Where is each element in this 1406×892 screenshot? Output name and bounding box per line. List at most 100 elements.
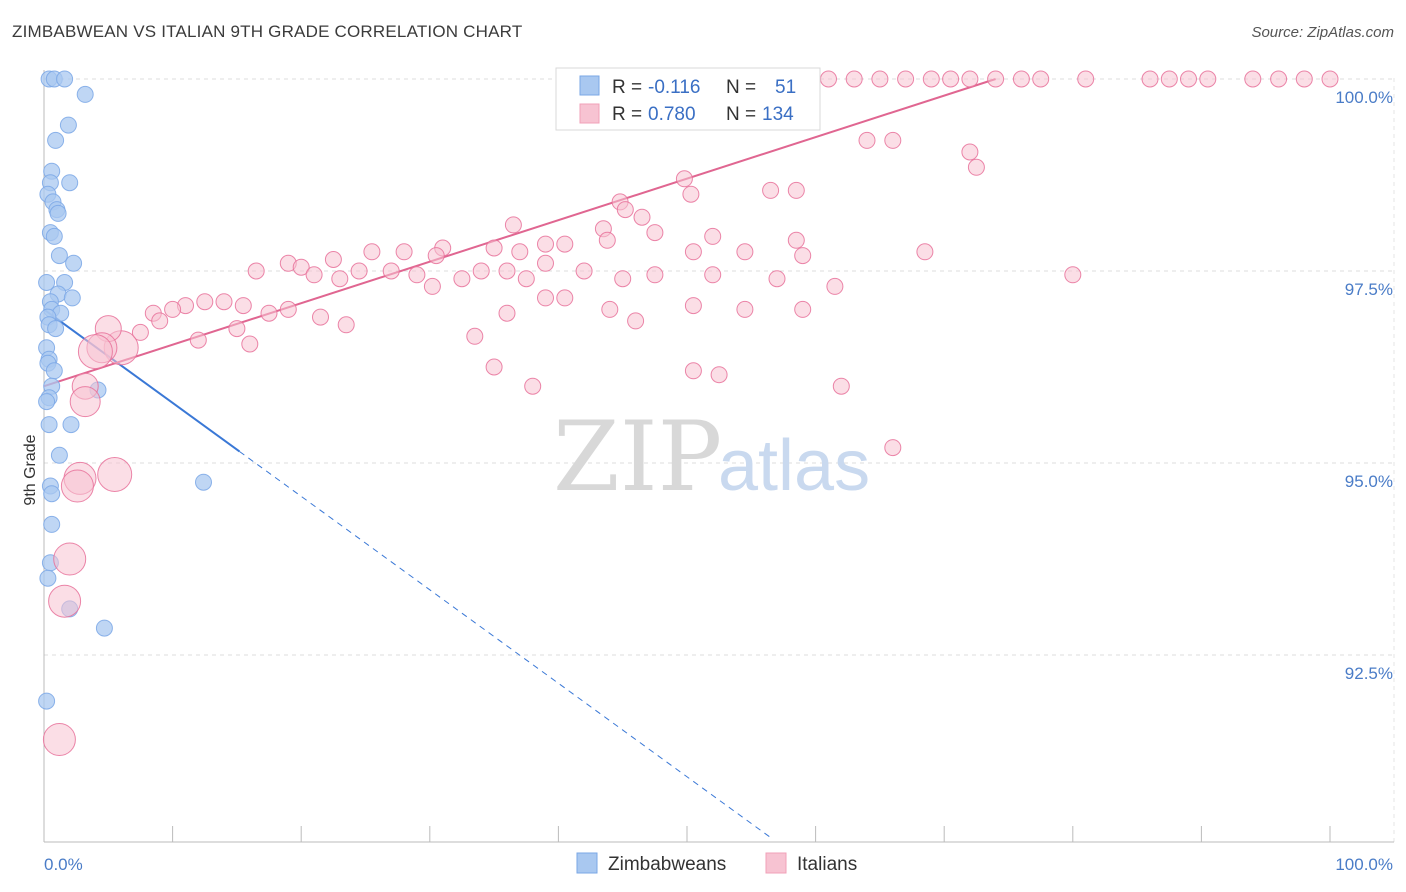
data-point (1141, 70, 1159, 88)
data-point (517, 270, 535, 288)
data-point (331, 270, 349, 288)
data-point (337, 316, 355, 334)
data-point (164, 300, 182, 318)
data-point (961, 70, 979, 88)
data-point (61, 174, 79, 192)
data-point (69, 386, 101, 418)
data-point (537, 235, 554, 253)
data-point (884, 439, 902, 457)
data-point (787, 231, 805, 249)
watermark-atlas: atlas (718, 426, 870, 506)
data-point (363, 243, 381, 261)
data-point (633, 208, 651, 226)
data-point (710, 366, 728, 384)
source-credit: Source: ZipAtlas.com (1251, 24, 1394, 41)
data-point (820, 70, 837, 88)
legend-r-label: R = (612, 77, 642, 98)
data-point (382, 262, 400, 280)
data-point (537, 289, 554, 307)
data-point (95, 619, 113, 637)
bottom-legend-swatch-italians (765, 852, 787, 874)
top-legend: R = -0.116 N = 51 R = 0.780 N = 134 (555, 67, 821, 131)
data-point (50, 446, 68, 464)
data-point (922, 70, 940, 88)
bottom-legend: Zimbabweans Italians (576, 852, 857, 875)
y-axis-label: 9th Grade (22, 434, 39, 505)
data-point (967, 158, 985, 176)
data-point (1032, 70, 1050, 88)
data-point (38, 393, 56, 411)
data-point (260, 304, 278, 322)
legend-n-label: N = (726, 104, 756, 125)
trend-line-zimbabweans (43, 308, 241, 453)
data-point (312, 308, 329, 326)
data-point (987, 70, 1005, 88)
data-point (684, 297, 702, 315)
data-point (324, 251, 342, 268)
data-point (598, 231, 616, 249)
data-point (195, 473, 212, 491)
data-point (504, 216, 522, 234)
bottom-legend-italians: Italians (797, 854, 857, 875)
data-point (45, 227, 63, 245)
legend-n-value: 134 (762, 104, 794, 125)
data-point (38, 274, 56, 291)
data-point (38, 692, 56, 710)
data-point (305, 266, 323, 284)
data-point (787, 181, 805, 199)
legend-swatch-zimbabweans (579, 75, 600, 96)
data-point (537, 254, 554, 272)
data-point (845, 70, 863, 88)
data-point (485, 358, 503, 376)
legend-swatch-italians (579, 103, 600, 124)
data-point (427, 247, 445, 265)
data-point (234, 297, 252, 315)
data-point (1199, 70, 1217, 88)
data-point (871, 70, 889, 88)
data-point (682, 185, 700, 203)
data-point (423, 277, 441, 295)
data-point (646, 266, 664, 284)
data-point (1270, 70, 1288, 88)
data-point (736, 300, 754, 318)
data-point (498, 304, 516, 322)
data-point (42, 723, 76, 756)
watermark: ZIP atlas (553, 401, 870, 513)
data-point (241, 335, 259, 353)
x-tick-label: 0.0% (44, 855, 83, 874)
data-point (646, 224, 664, 242)
data-point (858, 131, 876, 149)
data-point (472, 262, 490, 280)
data-point (916, 243, 934, 261)
data-point (1064, 266, 1082, 284)
bottom-legend-zimbabweans: Zimbabweans (608, 854, 726, 875)
data-point (40, 416, 58, 434)
data-point (63, 289, 81, 307)
data-point (43, 485, 61, 503)
data-point (56, 70, 74, 88)
data-point (614, 270, 632, 288)
data-point (189, 331, 207, 349)
bottom-legend-swatch-zimbabweans (576, 852, 598, 874)
data-point (292, 258, 310, 276)
data-point (76, 85, 94, 103)
data-point (1295, 70, 1313, 88)
data-point (704, 227, 722, 245)
data-point (601, 300, 619, 318)
data-point (498, 262, 516, 280)
y-tick-label: 92.5% (1345, 664, 1393, 683)
data-point (65, 254, 83, 272)
data-point (47, 131, 65, 149)
data-point (50, 247, 68, 265)
data-point (43, 515, 61, 533)
data-point (884, 131, 902, 149)
legend-r-value: 0.780 (648, 104, 696, 125)
data-point (575, 262, 593, 280)
data-point (151, 312, 169, 330)
series-zimbabweans (38, 70, 212, 710)
legend-n-value: 51 (775, 77, 796, 98)
y-tick-label: 97.5% (1345, 280, 1393, 299)
data-point (466, 327, 484, 345)
data-point (616, 201, 634, 219)
